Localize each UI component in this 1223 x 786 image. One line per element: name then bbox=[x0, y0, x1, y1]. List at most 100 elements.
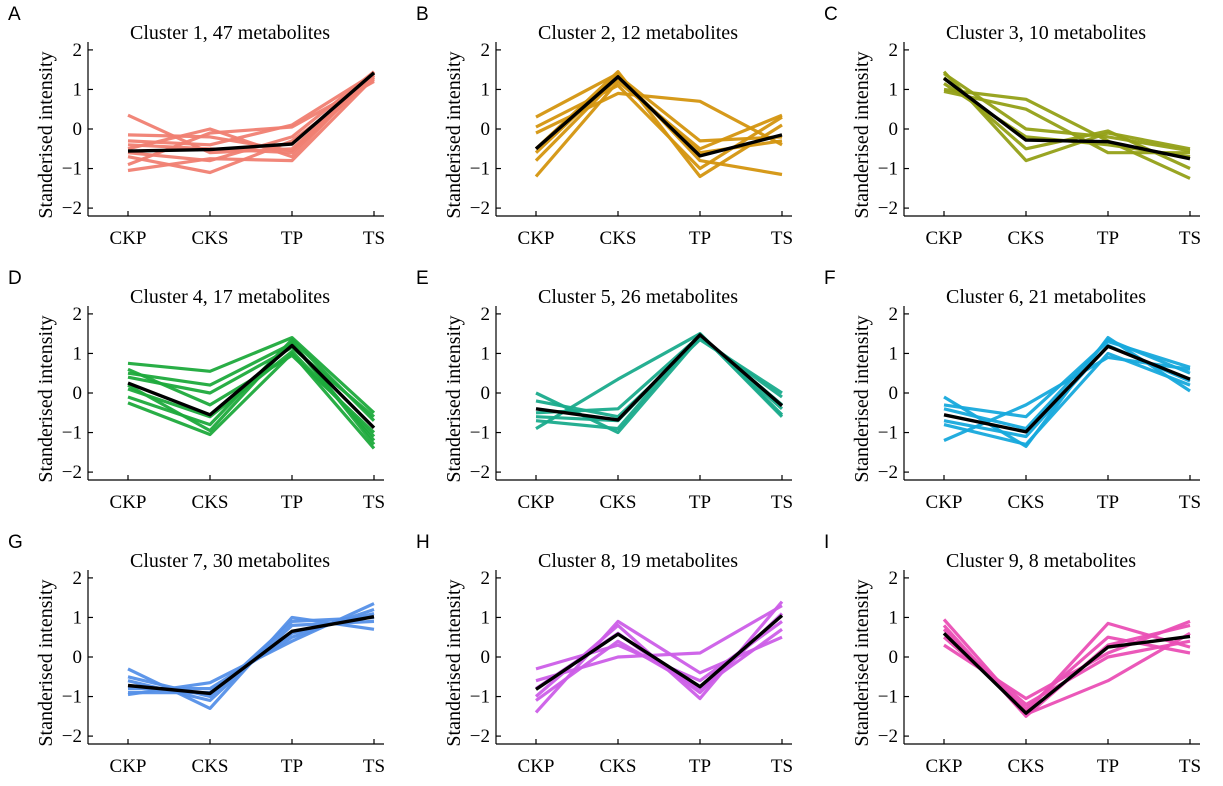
y-tick-label: 1 bbox=[73, 343, 83, 364]
chart-panel-a: A Cluster 1, 47 metabolites −2 −1 0 1 2 CKP CKS T… bbox=[0, 0, 400, 258]
y-tick-label: −2 bbox=[62, 198, 82, 219]
series-line-2 bbox=[127, 351, 376, 450]
y-tick-label: 2 bbox=[73, 304, 83, 325]
chart-panel-c: C Cluster 3, 10 metabolites −2 −1 0 1 2 CKP CKS T… bbox=[816, 0, 1216, 258]
series-line-8 bbox=[127, 70, 375, 163]
series-line-6 bbox=[535, 83, 783, 171]
y-tick-label: −1 bbox=[62, 423, 82, 444]
y-tick-label: −1 bbox=[878, 687, 898, 708]
series-line-6 bbox=[943, 72, 1191, 153]
chart-title: Cluster 8, 19 metabolites bbox=[538, 550, 738, 572]
y-tick-label: −2 bbox=[62, 726, 82, 747]
series-line-1 bbox=[534, 619, 783, 714]
chart-title: Cluster 1, 47 metabolites bbox=[130, 22, 330, 44]
y-axis-label: Standerised intensity bbox=[443, 315, 465, 482]
series-line-9 bbox=[127, 74, 376, 155]
y-tick-label: 2 bbox=[889, 568, 899, 589]
x-tick-label: TP bbox=[281, 756, 303, 777]
panel-letter: A bbox=[8, 4, 21, 25]
x-tick-label: CKS bbox=[1008, 228, 1045, 249]
panel-letter: G bbox=[8, 532, 23, 553]
x-tick-label: TP bbox=[689, 756, 711, 777]
series-line-6 bbox=[943, 339, 1191, 419]
chart-panel-d: D Cluster 4, 17 metabolites −2 −1 0 1 2 CKP CKS T… bbox=[0, 264, 400, 522]
x-tick-label: CKP bbox=[926, 492, 963, 513]
x-tick-label: TS bbox=[363, 492, 385, 513]
y-tick-label: 1 bbox=[73, 79, 83, 100]
series-line-6 bbox=[535, 628, 783, 702]
x-tick-label: TS bbox=[771, 228, 793, 249]
x-tick-label: TP bbox=[1097, 228, 1119, 249]
chart-svg: −2 −1 0 1 2 CKP CKS TP TS Standerised intensity bbox=[35, 568, 385, 777]
x-tick-label: TS bbox=[363, 756, 385, 777]
y-tick-label: 2 bbox=[481, 40, 491, 61]
x-tick-label: CKP bbox=[518, 756, 555, 777]
y-axis-label: Standerised intensity bbox=[443, 579, 465, 746]
y-tick-label: −1 bbox=[470, 687, 490, 708]
x-tick-label: TS bbox=[1179, 492, 1201, 513]
y-tick-label: 0 bbox=[889, 119, 899, 140]
x-tick-label: TS bbox=[1179, 756, 1201, 777]
series-line-2 bbox=[535, 604, 783, 683]
y-tick-label: 0 bbox=[481, 119, 491, 140]
x-tick-label: CKP bbox=[110, 756, 147, 777]
mean-line bbox=[942, 632, 1191, 715]
y-tick-label: 1 bbox=[481, 343, 491, 364]
panel-letter: E bbox=[416, 268, 429, 289]
x-tick-label: CKS bbox=[600, 492, 637, 513]
chart-svg: −2 −1 0 1 2 CKP CKS TP TS Standerised intensity bbox=[851, 568, 1201, 777]
mean-line bbox=[943, 344, 1191, 434]
x-tick-label: TS bbox=[1179, 228, 1201, 249]
y-tick-label: 1 bbox=[481, 79, 491, 100]
series-line-4 bbox=[942, 76, 1191, 170]
mean-line bbox=[535, 614, 784, 691]
mean-line bbox=[127, 343, 376, 429]
y-tick-label: 0 bbox=[73, 383, 83, 404]
chart-panel-e: E Cluster 5, 26 metabolites −2 −1 0 1 2 CKP CKS T… bbox=[408, 264, 808, 522]
y-tick-label: 2 bbox=[73, 568, 83, 589]
chart-panel-f: F Cluster 6, 21 metabolites −2 −1 0 1 2 CKP CKS T… bbox=[816, 264, 1216, 522]
chart-panel-h: H Cluster 8, 19 metabolites −2 −1 0 1 2 CKP CKS T… bbox=[408, 528, 808, 786]
panel-letter: C bbox=[824, 4, 838, 25]
y-tick-label: 1 bbox=[73, 607, 83, 628]
chart-svg: −2 −1 0 1 2 CKP CKS TP TS Standerised intensity bbox=[851, 304, 1201, 513]
y-tick-label: −2 bbox=[470, 198, 490, 219]
x-tick-label: CKS bbox=[192, 492, 229, 513]
y-tick-label: −2 bbox=[62, 462, 82, 483]
y-tick-label: −2 bbox=[878, 726, 898, 747]
y-tick-label: −2 bbox=[878, 198, 898, 219]
series-line-2 bbox=[943, 87, 1191, 180]
mean-line bbox=[535, 333, 784, 422]
series-line-7 bbox=[127, 72, 375, 147]
series-line-5 bbox=[943, 351, 1191, 446]
chart-svg: −2 −1 0 1 2 CKP CKS TP TS Standerised intensity bbox=[443, 304, 793, 513]
chart-title: Cluster 5, 26 metabolites bbox=[538, 286, 738, 308]
y-tick-label: −1 bbox=[470, 159, 490, 180]
series-line-1 bbox=[942, 70, 1191, 163]
y-tick-label: 1 bbox=[889, 79, 899, 100]
chart-svg: −2 −1 0 1 2 CKP CKS TP TS Standerised intensity bbox=[35, 40, 385, 249]
chart-svg: −2 −1 0 1 2 CKP CKS TP TS Standerised intensity bbox=[443, 40, 793, 249]
x-tick-label: CKP bbox=[110, 228, 147, 249]
x-tick-label: TP bbox=[281, 492, 303, 513]
chart-panel-b: B Cluster 2, 12 metabolites −2 −1 0 1 2 CKP CKS T… bbox=[408, 0, 808, 258]
series-line-2 bbox=[127, 602, 375, 697]
y-tick-label: −1 bbox=[62, 687, 82, 708]
panel-letter: D bbox=[8, 268, 22, 289]
y-tick-label: −1 bbox=[62, 159, 82, 180]
series-line-5 bbox=[127, 615, 375, 699]
mean-line bbox=[127, 71, 376, 153]
mean-line bbox=[534, 75, 783, 158]
chart-title: Cluster 4, 17 metabolites bbox=[130, 286, 330, 308]
y-tick-label: 1 bbox=[889, 607, 899, 628]
chart-svg: −2 −1 0 1 2 CKP CKS TP TS Standerised intensity bbox=[443, 568, 793, 777]
chart-title: Cluster 7, 30 metabolites bbox=[130, 550, 330, 572]
y-tick-label: −1 bbox=[470, 423, 490, 444]
x-tick-label: TP bbox=[1097, 756, 1119, 777]
x-tick-label: CKP bbox=[518, 492, 555, 513]
y-tick-label: −2 bbox=[470, 462, 490, 483]
x-tick-label: TP bbox=[689, 492, 711, 513]
y-tick-label: 2 bbox=[481, 568, 491, 589]
y-axis-label: Standerised intensity bbox=[35, 51, 57, 218]
